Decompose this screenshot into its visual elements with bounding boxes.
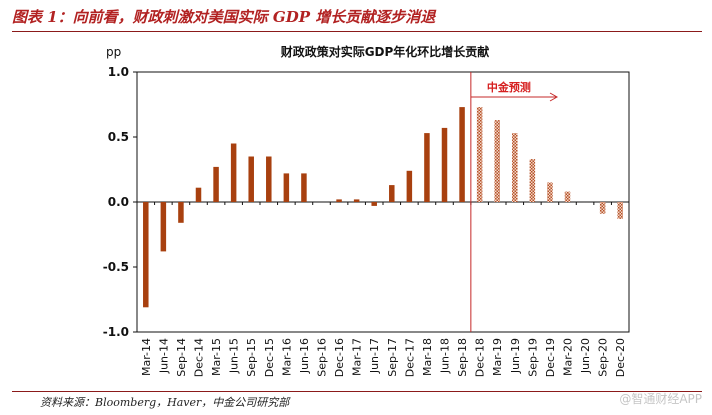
x-tick-label: Sep-14 (175, 338, 188, 377)
actual-bar (389, 185, 395, 202)
x-tick-label: Mar-19 (491, 338, 504, 376)
forecast-bar (512, 133, 518, 202)
x-tick-label: Sep-20 (597, 338, 610, 377)
y-tick-label: -0.5 (103, 260, 129, 274)
x-tick-label: Sep-19 (526, 338, 539, 377)
forecast-arrow-head (549, 92, 559, 102)
x-tick-label: Dec-16 (333, 338, 346, 377)
actual-bar (213, 166, 219, 202)
actual-bar (248, 156, 254, 202)
actual-bar (441, 127, 448, 202)
y-axis-unit: pp (106, 45, 121, 59)
bottom-rule (12, 391, 702, 392)
forecast-bar (476, 107, 483, 202)
x-tick-label: Sep-18 (456, 338, 469, 377)
forecast-bar (599, 202, 606, 214)
actual-bar (424, 133, 430, 202)
x-tick-label: Mar-20 (562, 338, 575, 376)
actual-bar (230, 143, 237, 202)
x-tick-label: Mar-18 (421, 338, 434, 376)
x-tick-label: Jun-20 (579, 338, 592, 374)
x-tick-label: Mar-16 (280, 338, 293, 376)
actual-bar (459, 107, 465, 202)
y-tick-label: 0.5 (108, 130, 129, 144)
actual-bar (195, 187, 202, 202)
x-tick-label: Sep-15 (245, 338, 258, 377)
x-tick-label: Dec-18 (474, 338, 487, 377)
actual-bar (353, 199, 360, 202)
y-tick-label: 0.0 (108, 195, 129, 209)
x-tick-label: Jun-17 (368, 338, 381, 374)
chart-title: 财政政策对实际GDP年化环比增长贡献 (280, 44, 490, 59)
x-tick-label: Sep-16 (316, 338, 329, 377)
y-tick-label: 1.0 (108, 65, 129, 79)
forecast-bar (564, 191, 571, 202)
actual-bar (143, 202, 149, 308)
x-tick-label: Jun-16 (298, 338, 311, 374)
watermark: @智通财经APP (619, 392, 702, 406)
x-tick-label: Dec-15 (263, 338, 276, 377)
forecast-bar (494, 120, 500, 202)
x-tick-label: Dec-20 (614, 338, 627, 377)
x-tick-label: Mar-15 (210, 338, 223, 376)
actual-bar (336, 199, 342, 202)
forecast-bar (529, 159, 536, 202)
x-tick-label: Mar-14 (140, 338, 153, 376)
x-tick-label: Dec-19 (544, 338, 557, 377)
y-tick-label: -1.0 (103, 325, 129, 339)
actual-bar (160, 202, 167, 252)
actual-bar (266, 156, 272, 202)
actual-bar (406, 170, 413, 202)
forecast-annotation-text: 中金预测 (487, 80, 531, 94)
x-tick-label: Mar-17 (351, 338, 364, 376)
x-tick-label: Dec-14 (193, 338, 206, 377)
x-tick-label: Jun-18 (439, 338, 452, 374)
plot-area: 1.0 0.5 0.0 -0.5 -1.0 Mar-14 Jun-14 Sep-14 Dec-1… (103, 65, 630, 377)
actual-bar (301, 173, 307, 202)
forecast-annotation: 中金预测 (470, 72, 559, 332)
actual-bar (178, 202, 184, 223)
forecast-bar (547, 182, 553, 202)
x-tick-label: Jun-15 (228, 338, 241, 374)
forecast-bar (617, 202, 623, 219)
x-tick-label: Sep-17 (386, 338, 399, 377)
source-note: 资料来源：Bloomberg，Haver，中金公司研究部 (40, 396, 290, 409)
figure-title: 图表 1：向前看，财政刺激对美国实际 GDP 增长贡献逐步消退 (12, 8, 436, 26)
x-tick-label: Dec-17 (403, 338, 416, 377)
top-rule (12, 31, 702, 32)
actual-bar (371, 202, 377, 206)
x-tick-label: Jun-14 (157, 338, 170, 374)
actual-bar (283, 173, 290, 202)
x-tick-label: Jun-19 (509, 338, 522, 374)
